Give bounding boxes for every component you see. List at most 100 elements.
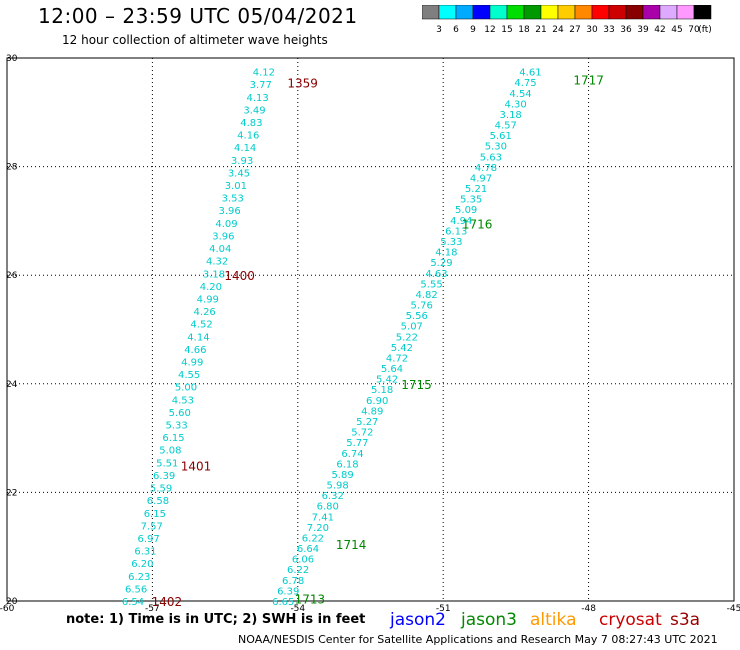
swh-value: 5.29 (430, 258, 452, 269)
swh-value: 6.64 (297, 544, 319, 555)
colorbar-label: 30 (586, 25, 598, 35)
swh-value: 4.20 (200, 282, 222, 293)
x-tick-label: -57 (145, 604, 160, 612)
y-tick-label: 30 (6, 54, 18, 64)
swh-value: 5.72 (351, 428, 373, 439)
wave-height-plot: -60 -57 -54 -51 -48 -45 20 22 24 26 28 30 4.123.77 4.… (0, 54, 740, 612)
swh-value: 3.93 (231, 156, 253, 167)
swh-value: 4.97 (470, 173, 492, 184)
colorbar-label: 33 (603, 25, 614, 35)
time-label: 1713 (295, 592, 326, 606)
time-label: 1359 (287, 76, 318, 90)
swh-value: 5.77 (346, 438, 368, 449)
x-tick-label: -48 (581, 604, 596, 612)
colorbar-label: 42 (654, 25, 665, 35)
y-tick-label: 24 (6, 380, 18, 390)
swh-value: 3.96 (212, 231, 234, 242)
swh-value: 6.65 (272, 597, 294, 608)
swh-value: 3.18 (203, 269, 225, 280)
swh-value: 5.18 (371, 385, 393, 396)
legend-cryosat: cryosat (599, 610, 662, 630)
swh-value: 5.00 (175, 383, 197, 394)
legend-jason3: jason3 (461, 610, 517, 630)
y-tick-label: 22 (6, 488, 17, 498)
swh-value: 4.61 (519, 68, 541, 79)
colorbar-label: 70 (688, 25, 700, 35)
swh-value: 5.09 (455, 205, 477, 216)
chart-subtitle: 12 hour collection of altimeter wave hei… (62, 33, 328, 47)
swh-value: 6.20 (131, 559, 153, 570)
swh-value: 4.18 (435, 248, 457, 259)
swh-value: 6.13 (445, 226, 467, 237)
swh-value: 5.08 (159, 446, 181, 457)
swh-value: 4.14 (187, 332, 209, 343)
swh-value: 4.16 (237, 131, 259, 142)
swh-value: 4.99 (181, 357, 203, 368)
swh-value: 4.52 (190, 320, 212, 331)
colorbar-label: 39 (637, 25, 649, 35)
colorbar-label: 45 (671, 25, 682, 35)
swh-value: 5.07 (401, 322, 423, 333)
x-tick-label: -60 (0, 604, 15, 612)
swh-value: 5.98 (327, 481, 349, 492)
swh-value: 4.75 (514, 78, 536, 89)
swh-value: 4.72 (386, 353, 408, 364)
swh-value: 5.22 (396, 332, 418, 343)
swh-value: 5.21 (465, 184, 487, 195)
swh-value: 5.76 (411, 301, 433, 312)
swh-value: 4.78 (475, 163, 497, 174)
swh-value: 4.66 (184, 345, 206, 356)
swh-value: 3.01 (225, 181, 247, 192)
legend-jason2: jason2 (390, 610, 446, 630)
swh-value: 4.12 (253, 68, 275, 79)
note-text: note: 1) Time is in UTC; 2) SWH is in fe… (66, 612, 366, 627)
colorbar-label: 27 (569, 25, 580, 35)
swh-value: 6.22 (287, 565, 309, 576)
footer-credit: NOAA/NESDIS Center for Satellite Applica… (238, 633, 718, 646)
swh-value: 5.27 (356, 417, 378, 428)
swh-value: 7.57 (141, 521, 163, 532)
colorbar-label: 3 (436, 25, 442, 35)
y-tick-label: 28 (6, 163, 18, 173)
colorbar-unit: (ft) (698, 25, 712, 35)
swh-value: 5.63 (480, 152, 502, 163)
swh-value: 6.22 (302, 533, 324, 544)
colorbar-label: 18 (518, 25, 530, 35)
swh-value: 6.78 (282, 576, 304, 587)
swh-value: 5.61 (490, 131, 512, 142)
colorbar-label: 21 (535, 25, 546, 35)
swh-value: 6.31 (134, 547, 156, 558)
swh-value: 3.96 (218, 206, 240, 217)
time-label: 1400 (224, 269, 255, 283)
swh-value: 6.58 (147, 496, 169, 507)
swh-value: 6.15 (144, 509, 166, 520)
swh-value: 4.94 (450, 216, 472, 227)
swh-value: 7.20 (307, 523, 329, 534)
time-label: 1717 (573, 74, 604, 88)
swh-value: 4.83 (240, 118, 262, 129)
swh-value: 6.97 (137, 534, 159, 545)
swh-value: 6.32 (322, 491, 344, 502)
swh-value: 6.06 (292, 555, 314, 566)
swh-value: 6.56 (125, 584, 147, 595)
colorbar-label: 15 (501, 25, 512, 35)
swh-value: 4.89 (361, 406, 383, 417)
swh-value: 6.54 (122, 597, 144, 608)
swh-value: 7.41 (312, 512, 334, 523)
swh-value: 5.33 (166, 421, 188, 432)
swh-value: 4.13 (247, 93, 269, 104)
swh-value: 4.30 (504, 99, 526, 110)
colorbar-label: 9 (470, 25, 476, 35)
swh-value: 5.42 (376, 375, 398, 386)
legend-s3a: s3a (670, 610, 701, 630)
swh-value: 5.89 (331, 470, 353, 481)
y-tick-label: 26 (6, 271, 18, 281)
colorbar-label: 36 (620, 25, 632, 35)
swh-value: 4.57 (495, 121, 517, 132)
chart-title: 12:00 – 23:59 UTC 05/04/2021 (38, 4, 358, 28)
time-label: 1402 (152, 595, 183, 609)
time-label: 1714 (336, 538, 367, 552)
swh-value: 6.39 (277, 586, 299, 597)
swh-value: 6.18 (336, 459, 358, 470)
swh-value: 4.63 (425, 269, 447, 280)
